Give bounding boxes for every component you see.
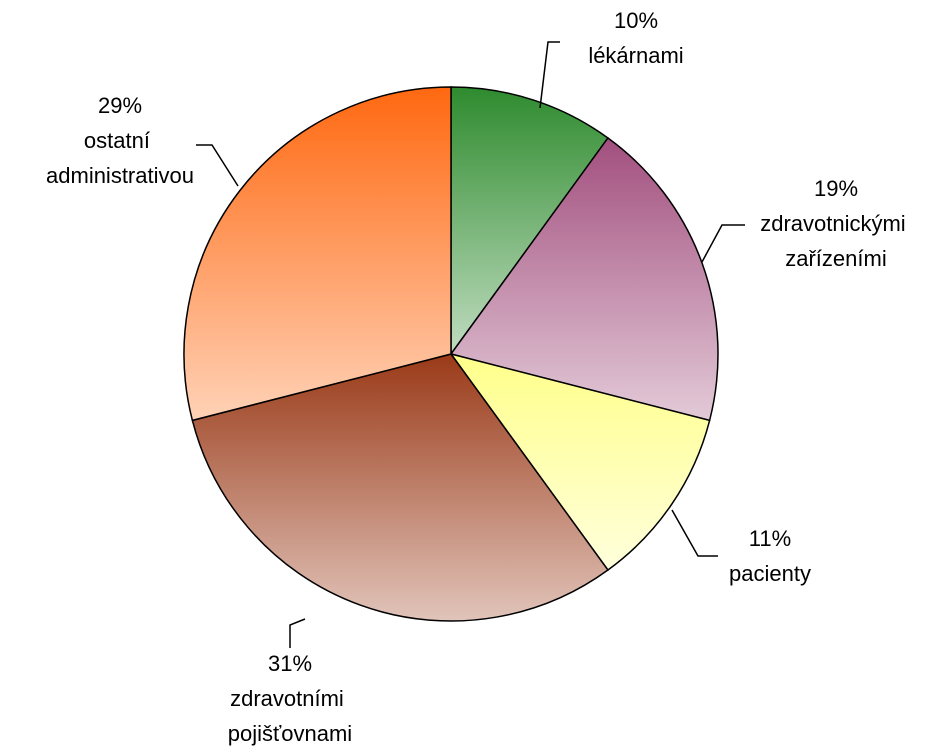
value-label: 19%: [814, 176, 858, 201]
pie-slice: [449, 352, 711, 572]
leader-line: [289, 618, 306, 648]
value-label: 10%: [614, 8, 658, 33]
pie-slice: [450, 86, 609, 357]
leader-line: [539, 41, 560, 109]
category-label: pacienty: [729, 561, 811, 586]
value-label: 29%: [98, 93, 142, 118]
category-label: ostatní administrativou: [46, 128, 194, 188]
category-label: zdravotními pojišťovnami: [228, 686, 352, 746]
leader-line: [671, 509, 718, 557]
category-label: lékárnami: [588, 43, 683, 68]
value-label: 11%: [749, 526, 791, 551]
leader-line: [196, 144, 239, 187]
pie-slice: [449, 136, 719, 422]
pie-slice: [183, 86, 452, 422]
category-label: zdravotnickými zařízeními: [760, 211, 912, 271]
leader-line: [701, 224, 745, 263]
pie-slice: [191, 353, 609, 622]
value-label: 31%: [268, 651, 312, 676]
